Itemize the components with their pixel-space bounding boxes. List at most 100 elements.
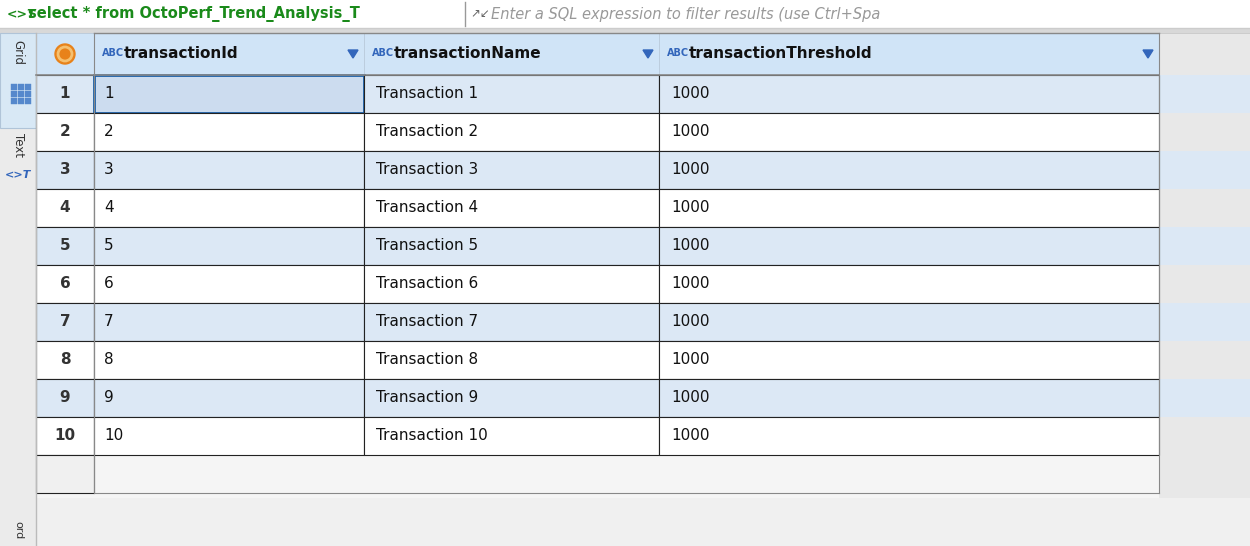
FancyBboxPatch shape (0, 0, 1250, 28)
Text: 3: 3 (60, 163, 70, 177)
FancyBboxPatch shape (659, 341, 1159, 379)
FancyBboxPatch shape (36, 379, 1250, 417)
Text: Grid: Grid (11, 40, 25, 66)
Text: 10: 10 (55, 429, 75, 443)
Polygon shape (348, 50, 358, 58)
FancyBboxPatch shape (94, 189, 364, 227)
Text: Transaction 7: Transaction 7 (376, 314, 478, 329)
FancyBboxPatch shape (659, 75, 1159, 113)
FancyBboxPatch shape (0, 130, 36, 200)
Text: <>T: <>T (8, 8, 36, 21)
Text: 9: 9 (104, 390, 114, 406)
Text: Transaction 3: Transaction 3 (376, 163, 479, 177)
FancyBboxPatch shape (0, 33, 36, 546)
Text: Transaction 2: Transaction 2 (376, 124, 478, 139)
FancyBboxPatch shape (659, 151, 1159, 189)
Text: 7: 7 (60, 314, 70, 329)
FancyBboxPatch shape (364, 189, 659, 227)
FancyBboxPatch shape (659, 417, 1159, 455)
Text: Transaction 9: Transaction 9 (376, 390, 479, 406)
FancyBboxPatch shape (1159, 379, 1250, 417)
FancyBboxPatch shape (94, 379, 364, 417)
Text: ord: ord (12, 521, 22, 539)
FancyBboxPatch shape (1159, 341, 1250, 379)
Polygon shape (642, 50, 652, 58)
FancyBboxPatch shape (1159, 417, 1250, 455)
FancyBboxPatch shape (1159, 75, 1250, 113)
FancyBboxPatch shape (36, 227, 1250, 265)
FancyBboxPatch shape (11, 84, 18, 90)
FancyBboxPatch shape (659, 379, 1159, 417)
Text: 1: 1 (60, 86, 70, 102)
FancyBboxPatch shape (36, 189, 1250, 227)
FancyBboxPatch shape (659, 33, 1159, 75)
Text: 8: 8 (104, 353, 114, 367)
Text: ABC: ABC (102, 48, 124, 58)
Text: Text: Text (11, 133, 25, 157)
FancyBboxPatch shape (0, 33, 36, 128)
FancyBboxPatch shape (94, 227, 364, 265)
Text: ↗↙: ↗↙ (470, 7, 490, 20)
Text: Transaction 8: Transaction 8 (376, 353, 478, 367)
FancyBboxPatch shape (36, 75, 1250, 113)
FancyBboxPatch shape (364, 227, 659, 265)
FancyBboxPatch shape (36, 33, 94, 75)
Text: 1000: 1000 (671, 163, 710, 177)
FancyBboxPatch shape (36, 303, 94, 341)
FancyBboxPatch shape (11, 91, 18, 97)
Text: 1000: 1000 (671, 390, 710, 406)
Text: Transaction 5: Transaction 5 (376, 239, 478, 253)
FancyBboxPatch shape (364, 379, 659, 417)
FancyBboxPatch shape (364, 303, 659, 341)
Text: transactionId: transactionId (124, 45, 239, 61)
FancyBboxPatch shape (18, 98, 24, 104)
FancyBboxPatch shape (1159, 33, 1250, 498)
FancyBboxPatch shape (1159, 227, 1250, 265)
FancyBboxPatch shape (1159, 189, 1250, 227)
Text: 1000: 1000 (671, 276, 710, 292)
FancyBboxPatch shape (659, 303, 1159, 341)
FancyBboxPatch shape (36, 151, 1250, 189)
Text: ABC: ABC (372, 48, 394, 58)
FancyBboxPatch shape (364, 75, 659, 113)
FancyBboxPatch shape (36, 417, 94, 455)
Text: Enter a SQL expression to filter results (use Ctrl+Spa: Enter a SQL expression to filter results… (491, 7, 880, 21)
FancyBboxPatch shape (1159, 303, 1250, 341)
FancyBboxPatch shape (94, 417, 364, 455)
FancyBboxPatch shape (25, 91, 31, 97)
Text: 1000: 1000 (671, 429, 710, 443)
Polygon shape (1142, 50, 1152, 58)
FancyBboxPatch shape (364, 33, 659, 75)
FancyBboxPatch shape (659, 189, 1159, 227)
Text: 1000: 1000 (671, 124, 710, 139)
FancyBboxPatch shape (659, 265, 1159, 303)
FancyBboxPatch shape (364, 265, 659, 303)
FancyBboxPatch shape (36, 113, 94, 151)
FancyBboxPatch shape (36, 75, 94, 113)
Text: 5: 5 (60, 239, 70, 253)
FancyBboxPatch shape (18, 91, 24, 97)
FancyBboxPatch shape (94, 75, 364, 113)
Text: 2: 2 (104, 124, 114, 139)
Text: transactionName: transactionName (394, 45, 541, 61)
FancyBboxPatch shape (94, 33, 364, 75)
FancyBboxPatch shape (364, 341, 659, 379)
FancyBboxPatch shape (36, 455, 94, 493)
Text: Transaction 4: Transaction 4 (376, 200, 478, 216)
FancyBboxPatch shape (11, 98, 18, 104)
Text: Transaction 1: Transaction 1 (376, 86, 478, 102)
FancyBboxPatch shape (94, 341, 364, 379)
FancyBboxPatch shape (1159, 455, 1250, 498)
FancyBboxPatch shape (364, 151, 659, 189)
FancyBboxPatch shape (36, 455, 1250, 498)
FancyBboxPatch shape (659, 227, 1159, 265)
Text: 1000: 1000 (671, 200, 710, 216)
FancyBboxPatch shape (36, 341, 94, 379)
FancyBboxPatch shape (36, 113, 1250, 151)
FancyBboxPatch shape (364, 113, 659, 151)
Text: 6: 6 (60, 276, 70, 292)
FancyBboxPatch shape (36, 33, 1159, 75)
FancyBboxPatch shape (18, 84, 24, 90)
FancyBboxPatch shape (36, 265, 94, 303)
FancyBboxPatch shape (1159, 113, 1250, 151)
